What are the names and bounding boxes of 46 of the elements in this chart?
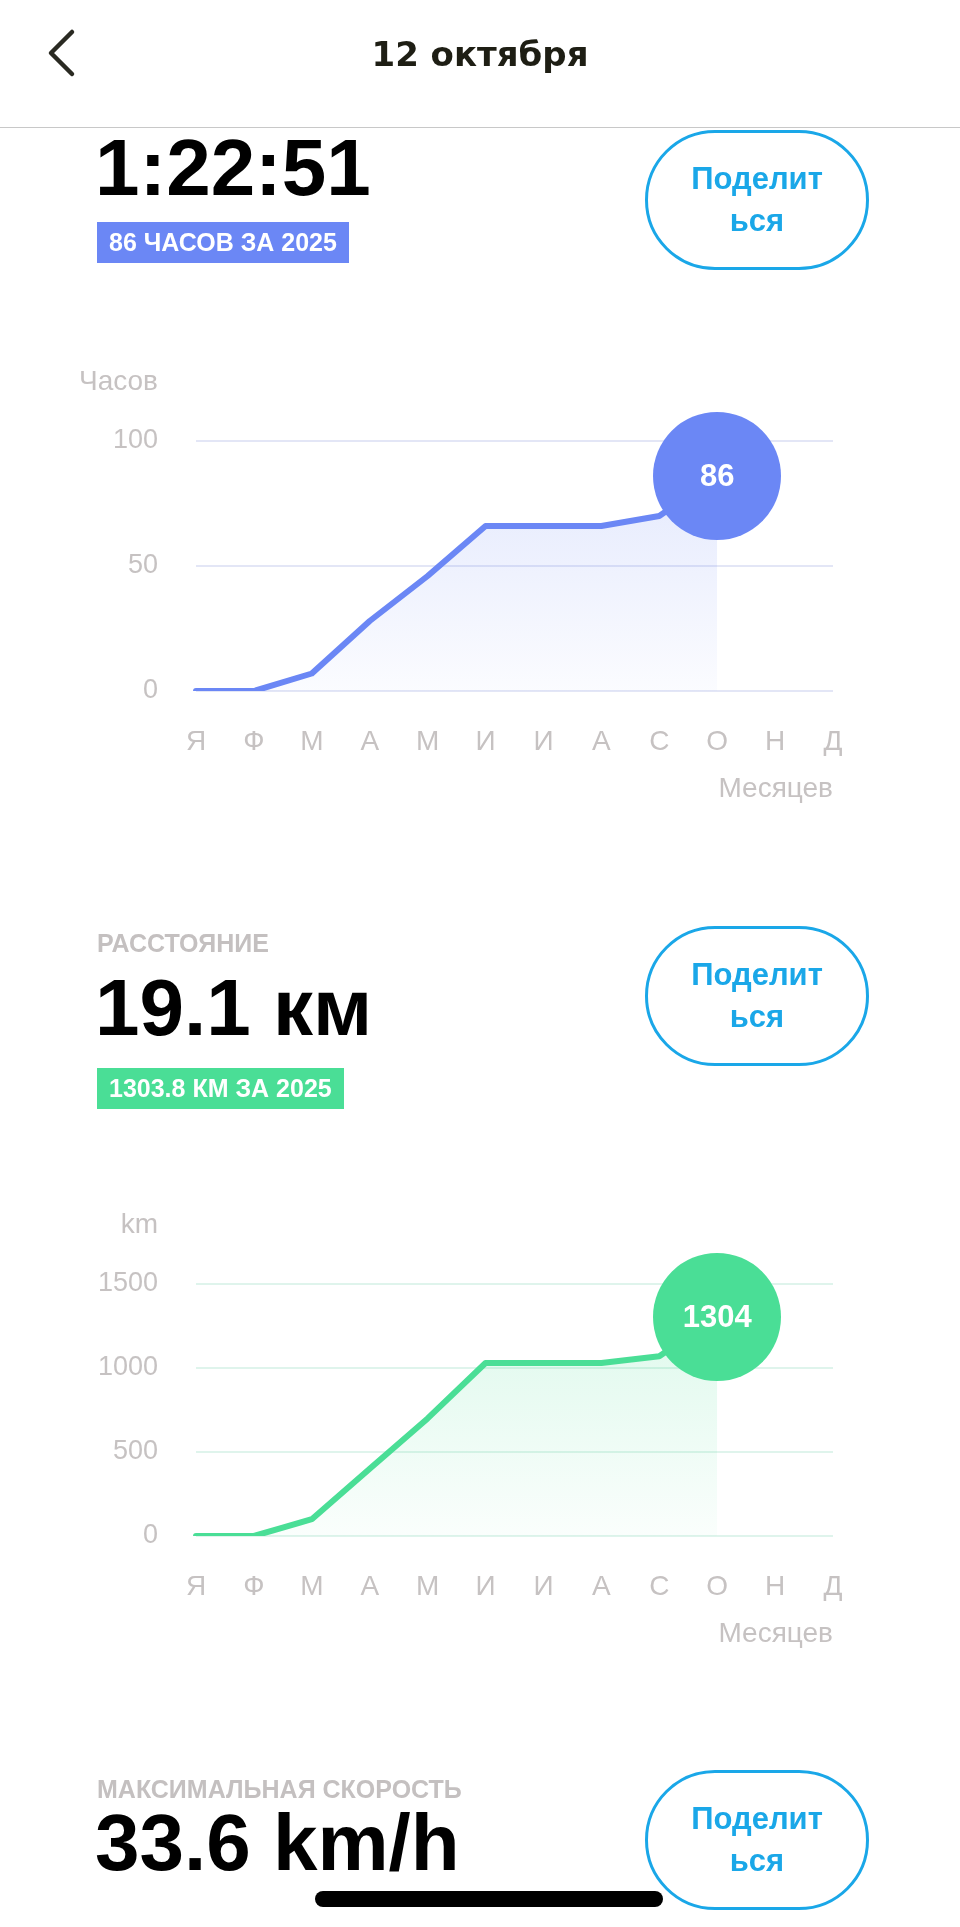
x-tick-label: И xyxy=(533,1569,554,1601)
chart-subtitle: 1:22:51 xyxy=(95,123,371,212)
text: Поделиться xyxy=(690,956,824,1036)
x-tick-label: Я xyxy=(185,724,207,756)
x-tick-label: А xyxy=(360,1569,380,1601)
x-tick-label: С xyxy=(649,1569,670,1601)
x-tick-label: А xyxy=(360,724,380,756)
x-tick-label: И xyxy=(533,724,554,756)
text: 12 октября xyxy=(370,34,590,74)
x-tick-label: Ф xyxy=(243,724,265,756)
x-tick-label: А xyxy=(592,1569,612,1601)
x-tick-label: О xyxy=(706,724,729,756)
y-axis-title: km xyxy=(120,1207,158,1239)
x-tick-label: М xyxy=(300,1569,324,1601)
x-tick-label: Н xyxy=(764,1569,786,1601)
y-tick-label: 0 xyxy=(142,1519,158,1550)
x-axis-title: Месяцев xyxy=(718,1616,833,1648)
y-tick-label: 1500 xyxy=(97,1267,158,1298)
x-tick-label: М xyxy=(415,1569,440,1601)
x-tick-label: С xyxy=(649,724,670,756)
x-axis-title: Месяцев xyxy=(718,771,833,803)
text: Поделиться xyxy=(690,1800,824,1880)
x-tick-label: М xyxy=(300,724,324,756)
y-tick-label: 500 xyxy=(112,1435,158,1466)
x-tick-label: Ф xyxy=(243,1569,265,1601)
x-tick-label: О xyxy=(706,1569,729,1601)
x-tick-label: А xyxy=(592,724,612,756)
x-tick-label: И xyxy=(475,724,496,756)
x-tick-label: М xyxy=(415,724,440,756)
text: 1303.8 КМ ЗА 2025 xyxy=(97,1068,344,1109)
x-tick-label: Н xyxy=(764,724,786,756)
chart-subtitle: 19.1 км xyxy=(95,963,373,1052)
y-tick-label: 50 xyxy=(127,549,158,580)
text: Поделиться xyxy=(690,160,824,240)
chart-title: РАССТОЯНИЕ xyxy=(97,929,269,958)
x-tick-label: Д xyxy=(823,1569,843,1601)
y-tick-label: 0 xyxy=(142,674,158,705)
data-label: 86 xyxy=(698,457,736,495)
y-tick-label: 1000 xyxy=(97,1351,158,1382)
data-label: 1304 xyxy=(681,1297,753,1336)
y-tick-label: 100 xyxy=(112,424,158,455)
x-tick-label: И xyxy=(475,1569,496,1601)
x-tick-label: Я xyxy=(185,1569,207,1601)
x-tick-label: Д xyxy=(823,724,843,756)
y-axis-title: Часов xyxy=(79,364,158,396)
text: 86 ЧАСОВ ЗА 2025 xyxy=(97,222,349,263)
